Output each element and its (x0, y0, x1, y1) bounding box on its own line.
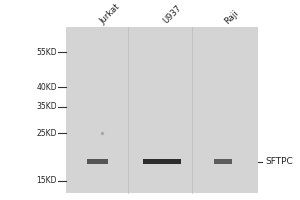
Text: U937: U937 (162, 4, 184, 26)
Text: 25KD: 25KD (36, 129, 57, 138)
Bar (65, 27, 258, 193)
Text: SFTPC: SFTPC (265, 157, 293, 166)
Text: 15KD: 15KD (36, 176, 57, 185)
Bar (143, 159, 181, 164)
Text: 40KD: 40KD (36, 83, 57, 92)
Bar (87, 159, 108, 164)
Text: 35KD: 35KD (36, 102, 57, 111)
Text: 55KD: 55KD (36, 48, 57, 57)
Text: Raji: Raji (223, 8, 240, 26)
Text: Jurkat: Jurkat (98, 2, 121, 26)
Bar (214, 159, 232, 164)
